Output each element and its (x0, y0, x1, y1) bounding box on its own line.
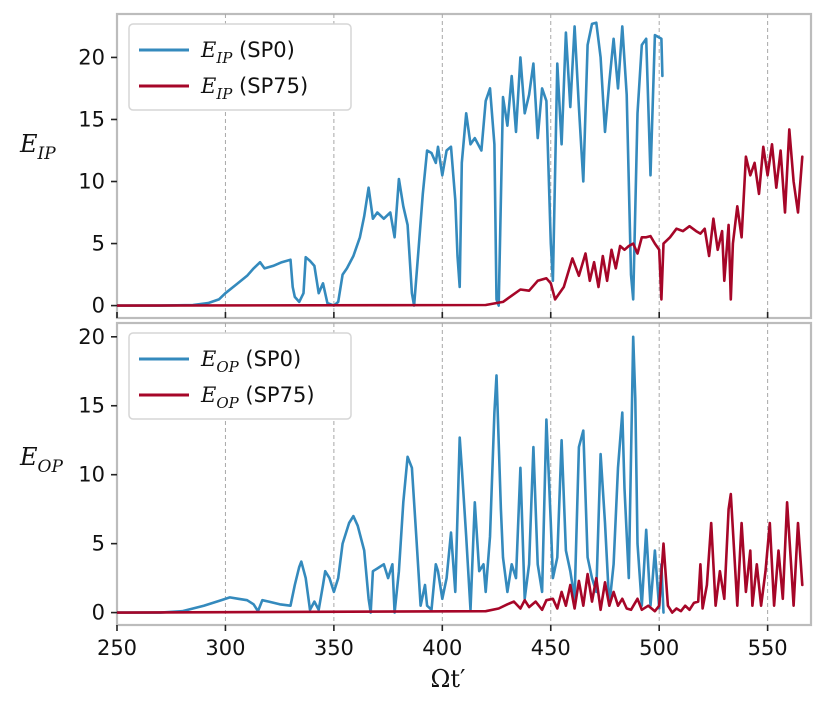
series-line-sp75 (117, 492, 804, 614)
y-tick-label: 10 (78, 170, 105, 194)
legend-entry-symbol: E (200, 74, 216, 98)
legend-entry-suffix: (SP75) (239, 383, 315, 407)
y-tick-label: 5 (92, 532, 105, 556)
series-line-sp0 (117, 335, 665, 614)
x-tick-label: 500 (639, 636, 679, 660)
x-tick-label: 450 (531, 636, 571, 660)
legend-entry-suffix: (SP75) (232, 74, 308, 98)
x-tick-label: 550 (748, 636, 788, 660)
series-line-sp75 (117, 128, 804, 307)
legend-entry-subscript: OP (216, 358, 239, 376)
legend-box (128, 332, 352, 420)
legend-entry: EIP (SP75) (200, 74, 308, 103)
legend-box (128, 23, 352, 111)
x-tick-label: 250 (97, 636, 137, 660)
legend-entry: EOP (SP0) (200, 347, 301, 376)
series-line-sp0 (117, 21, 664, 307)
y-tick-label: 10 (78, 463, 105, 487)
y-tick-label: 15 (78, 394, 105, 418)
y-tick-label: 0 (92, 601, 105, 625)
x-tick-label: 300 (205, 636, 245, 660)
y-tick-label: 20 (78, 325, 105, 349)
y-tick-label: 5 (92, 232, 105, 256)
legend-entry: EOP (SP75) (200, 383, 315, 412)
y-tick-label: 15 (78, 107, 105, 131)
legend: EIP (SP0)EIP (SP75) (128, 23, 352, 111)
legend: EOP (SP0)EOP (SP75) (128, 332, 352, 420)
y-axis-label-subscript: OP (38, 457, 64, 477)
legend-entry-subscript: IP (215, 85, 233, 103)
legend-entry-subscript: OP (216, 394, 239, 412)
legend-entry-symbol: E (200, 347, 216, 371)
y-tick-label: 0 (92, 294, 105, 318)
legend-entry: EIP (SP0) (200, 38, 295, 67)
y-axis-label-symbol: E (19, 130, 38, 158)
legend-entry-symbol: E (200, 38, 216, 62)
y-tick-label: 20 (78, 45, 105, 69)
x-tick-label: 400 (422, 636, 462, 660)
legend-entry-symbol: E (200, 383, 216, 407)
x-tick-label: 350 (314, 636, 354, 660)
legend-entry-subscript: IP (215, 49, 233, 67)
y-axis-label: EOP (19, 443, 63, 477)
x-axis-label: Ωt′ (431, 665, 466, 693)
y-axis-label-symbol: E (19, 443, 38, 471)
legend-entry-suffix: (SP0) (232, 38, 294, 62)
y-axis-label: EIP (19, 130, 56, 164)
y-axis-label-subscript: IP (37, 144, 57, 164)
legend-entry-suffix: (SP0) (239, 347, 301, 371)
